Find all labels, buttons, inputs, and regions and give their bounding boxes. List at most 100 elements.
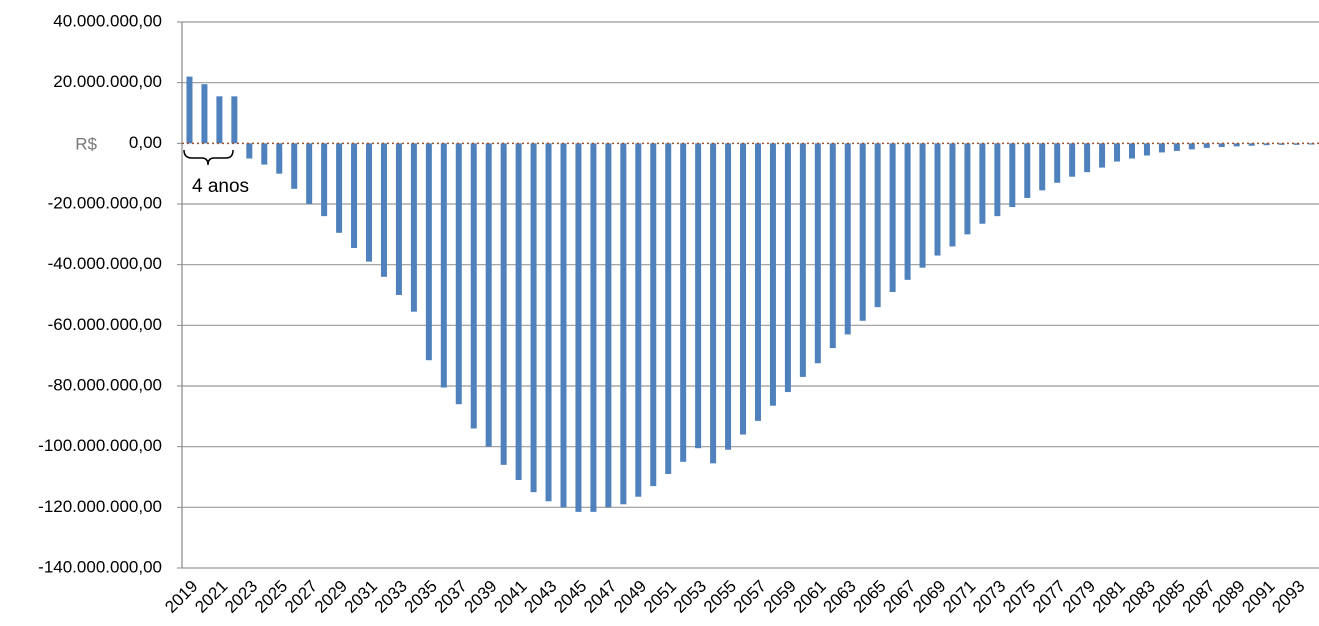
x-tick-label: 2085 bbox=[1149, 577, 1189, 617]
bar bbox=[1308, 143, 1315, 145]
bar bbox=[1054, 143, 1061, 183]
bar bbox=[186, 76, 193, 144]
x-tick-label: 2027 bbox=[281, 577, 321, 617]
bar bbox=[1009, 143, 1016, 208]
x-tick-label: 2043 bbox=[520, 577, 560, 617]
x-tick-label: 2057 bbox=[730, 577, 770, 617]
bar bbox=[440, 143, 447, 388]
y-tick-label: 0,00 bbox=[129, 133, 162, 152]
x-tick-label: 2051 bbox=[640, 577, 680, 617]
x-tick-label: 2049 bbox=[610, 577, 650, 617]
bar bbox=[769, 143, 776, 406]
bar bbox=[1218, 143, 1225, 147]
bar bbox=[1263, 143, 1270, 146]
bar bbox=[1188, 143, 1195, 150]
x-tick-label: 2033 bbox=[371, 577, 411, 617]
x-tick-label: 2045 bbox=[550, 577, 590, 617]
bar bbox=[1114, 143, 1121, 162]
x-tick-label: 2079 bbox=[1059, 577, 1099, 617]
bar bbox=[994, 143, 1001, 217]
bar bbox=[650, 143, 657, 487]
bar bbox=[306, 143, 313, 204]
bar bbox=[1278, 143, 1285, 145]
x-tick-label: 2075 bbox=[999, 577, 1039, 617]
bar bbox=[814, 143, 821, 364]
bar bbox=[201, 84, 208, 144]
x-tick-label: 2077 bbox=[1029, 577, 1069, 617]
x-tick-label: 2065 bbox=[849, 577, 889, 617]
bar bbox=[844, 143, 851, 335]
bar bbox=[1248, 143, 1255, 146]
x-tick-label: 2021 bbox=[191, 577, 231, 617]
bar bbox=[515, 143, 522, 481]
bar bbox=[321, 143, 328, 217]
x-tick-label: 2091 bbox=[1238, 577, 1278, 617]
bar bbox=[620, 143, 627, 505]
x-tick-label: 2031 bbox=[341, 577, 381, 617]
y-tick-label: -120.000.000,00 bbox=[38, 497, 162, 516]
bar bbox=[964, 143, 971, 235]
bar bbox=[216, 96, 223, 144]
bar bbox=[919, 143, 926, 268]
x-tick-label: 2023 bbox=[221, 577, 261, 617]
x-tick-label: 2025 bbox=[251, 577, 291, 617]
x-tick-label: 2029 bbox=[311, 577, 351, 617]
bar bbox=[291, 143, 298, 189]
bar bbox=[1293, 143, 1300, 145]
bar bbox=[635, 143, 642, 497]
bar bbox=[934, 143, 941, 256]
bar bbox=[1233, 143, 1240, 147]
x-tick-label: 2093 bbox=[1268, 577, 1308, 617]
bar bbox=[380, 143, 387, 277]
bar bbox=[1069, 143, 1076, 177]
x-tick-label: 2035 bbox=[401, 577, 441, 617]
bar bbox=[829, 143, 836, 349]
x-tick-label: 2061 bbox=[790, 577, 830, 617]
bar bbox=[470, 143, 477, 429]
bar bbox=[874, 143, 881, 308]
bar bbox=[395, 143, 402, 295]
bar bbox=[1143, 143, 1150, 156]
bar bbox=[455, 143, 462, 405]
bar bbox=[1084, 143, 1091, 173]
x-tick-label: 2087 bbox=[1179, 577, 1219, 617]
x-tick-label: 2055 bbox=[700, 577, 740, 617]
x-tick-label: 2083 bbox=[1119, 577, 1159, 617]
bar bbox=[530, 143, 537, 493]
x-tick-label: 2053 bbox=[670, 577, 710, 617]
x-tick-label: 2089 bbox=[1209, 577, 1249, 617]
x-tick-label: 2059 bbox=[760, 577, 800, 617]
y-tick-label: -80.000.000,00 bbox=[48, 375, 162, 394]
bar bbox=[799, 143, 806, 377]
bar bbox=[904, 143, 911, 280]
bar bbox=[1099, 143, 1106, 168]
bar bbox=[979, 143, 986, 224]
bar bbox=[889, 143, 896, 292]
bar bbox=[1173, 143, 1180, 151]
bar bbox=[949, 143, 956, 247]
y-tick-label: -20.000.000,00 bbox=[48, 193, 162, 212]
y-tick-label: 40.000.000,00 bbox=[53, 11, 162, 30]
bar bbox=[590, 143, 597, 512]
x-tick-label: 2041 bbox=[490, 577, 530, 617]
bar bbox=[261, 143, 268, 165]
x-tick-label: 2069 bbox=[909, 577, 949, 617]
x-tick-label: 2067 bbox=[879, 577, 919, 617]
bar bbox=[1128, 143, 1135, 159]
bar bbox=[695, 143, 702, 449]
x-tick-label: 2073 bbox=[969, 577, 1009, 617]
bar bbox=[605, 143, 612, 508]
bar bbox=[680, 143, 687, 462]
bar bbox=[366, 143, 373, 262]
bar bbox=[740, 143, 747, 435]
x-tick-label: 2063 bbox=[820, 577, 860, 617]
bar bbox=[1024, 143, 1031, 198]
bar bbox=[784, 143, 791, 393]
y-tick-label: -60.000.000,00 bbox=[48, 315, 162, 334]
bar bbox=[754, 143, 761, 421]
bar bbox=[859, 143, 866, 321]
y-tick-label: -40.000.000,00 bbox=[48, 254, 162, 273]
bar bbox=[425, 143, 432, 361]
